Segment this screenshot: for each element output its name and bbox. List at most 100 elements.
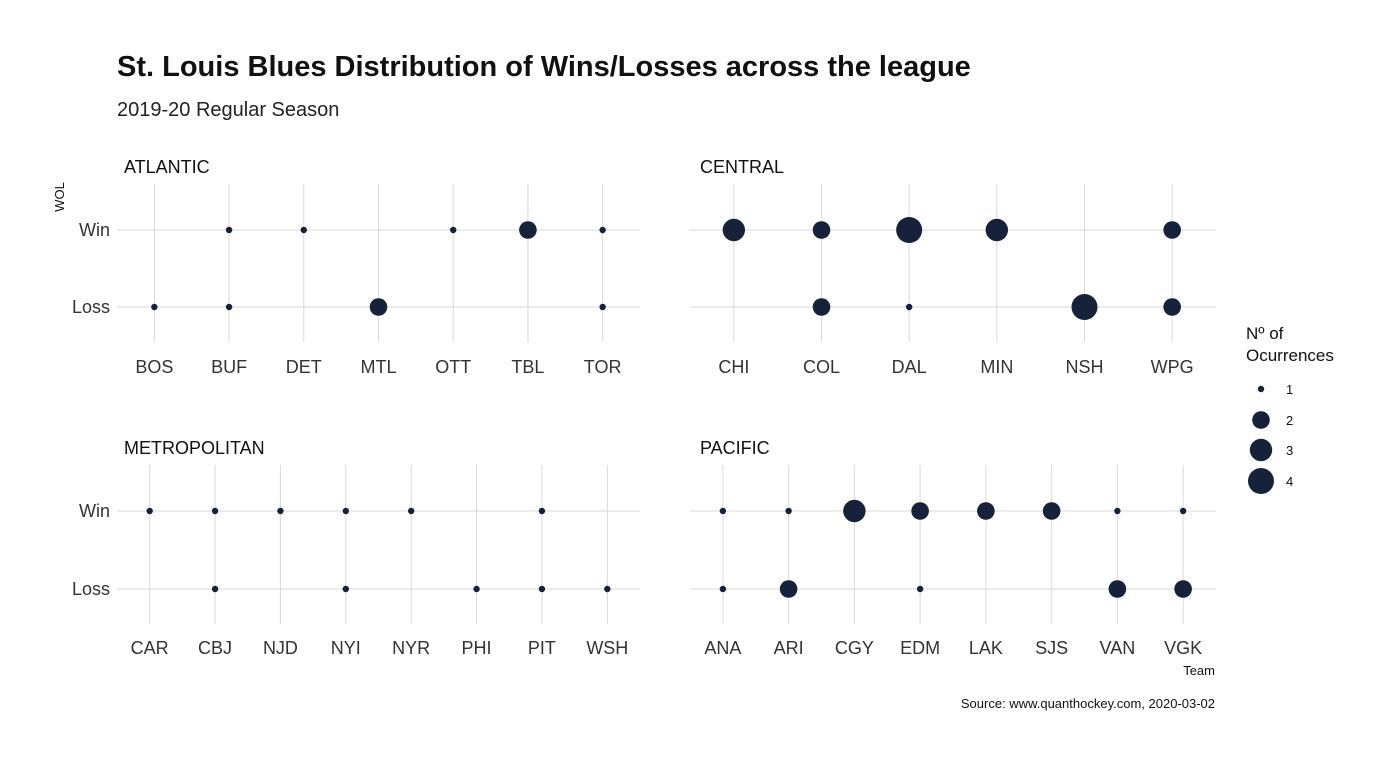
x-tick-label: CBJ [198,638,232,658]
facet-title: CENTRAL [700,157,784,177]
source-caption: Source: www.quanthockey.com, 2020-03-02 [961,696,1215,711]
y-tick-label: Loss [72,579,110,599]
point-tor-win [599,226,606,234]
x-tick-label: TBL [511,357,544,377]
point-min-win [985,218,1009,242]
point-cbj-loss [211,585,219,593]
point-pit-win [538,507,546,515]
legend-title: Ocurrences [1246,346,1334,365]
x-axis-title: Team [1183,663,1215,678]
facet-metropolitan: METROPOLITAN CAR CBJ NJD NYI NYR PHI PIT WSH Win L… [72,438,640,658]
point-edm-loss [916,585,924,593]
point-chi-win [722,218,746,242]
point-sjs-win [1042,502,1061,520]
x-tick-label: CGY [835,638,874,658]
legend-key-1 [1257,385,1265,393]
x-tick-label: CAR [131,638,169,658]
point-det-win [300,226,307,234]
point-mtl-loss [369,298,388,316]
x-tick-label: TOR [584,357,622,377]
y-tick-label: Win [79,501,110,521]
facet-title: METROPOLITAN [124,438,265,458]
legend-label: 4 [1286,474,1293,489]
point-ana-win [719,507,727,515]
point-ana-loss [719,585,727,593]
point-dal-win [896,217,923,243]
y-tick-label: Loss [72,297,110,317]
point-tbl-win [519,221,537,239]
x-tick-label: VGK [1164,638,1202,658]
point-wpg-win [1163,221,1181,239]
x-tick-label: NYR [392,638,430,658]
x-tick-label: DET [286,357,322,377]
point-col-loss [812,298,831,316]
y-tick-label: Win [79,220,110,240]
point-wsh-loss [604,585,611,593]
point-ott-win [450,226,457,234]
point-njd-win [277,507,284,515]
x-tick-label: PIT [528,638,556,658]
legend-label: 1 [1286,382,1293,397]
facet-title: ATLANTIC [124,157,210,177]
x-tick-label: BUF [211,357,247,377]
x-tick-label: ARI [774,638,804,658]
point-nsh-loss [1071,294,1098,320]
point-vgk-loss [1174,580,1192,598]
x-tick-label: SJS [1035,638,1068,658]
x-tick-label: WSH [586,638,628,658]
chart-title: St. Louis Blues Distribution of Wins/Los… [117,51,971,83]
facet-title: PACIFIC [700,438,770,458]
x-tick-label: COL [803,357,840,377]
legend-title: Nº of [1246,324,1284,343]
legend-label: 2 [1286,413,1293,428]
point-cbj-win [211,507,219,515]
point-cgy-win [843,499,866,523]
legend-key-3 [1249,438,1273,462]
point-lak-win [977,502,995,520]
point-pit-loss [538,585,546,593]
point-edm-win [911,502,929,520]
legend-label: 3 [1286,443,1293,458]
facet-panels: ATLANTIC BOS BUF DET MTL OTT TBL TOR Win Loss CENT… [72,157,1216,658]
point-ari-win [785,507,792,515]
x-tick-label: WPG [1151,357,1194,377]
x-tick-label: NJD [263,638,298,658]
x-tick-label: LAK [969,638,1003,658]
x-tick-label: NYI [331,638,361,658]
y-axis-title: WOL [52,182,67,212]
x-tick-label: VAN [1100,638,1136,658]
point-col-win [812,221,831,239]
facet-central: CENTRAL CHI COL DAL MIN NSH WPG [690,157,1216,377]
point-wpg-loss [1163,298,1181,316]
x-tick-label: BOS [135,357,173,377]
point-ari-loss [779,580,798,598]
x-tick-label: DAL [892,357,927,377]
point-car-win [146,507,153,515]
legend-key-4 [1248,468,1274,494]
x-tick-label: NSH [1065,357,1103,377]
chart-subtitle: 2019-20 Regular Season [117,99,339,121]
point-tor-loss [599,303,606,311]
facet-atlantic: ATLANTIC BOS BUF DET MTL OTT TBL TOR Win Loss [72,157,640,377]
point-buf-loss [225,303,233,311]
point-nyi-loss [342,585,350,593]
point-van-win [1114,507,1121,515]
x-tick-label: ANA [704,638,741,658]
size-legend: Nº of Ocurrences 1 2 3 4 [1246,324,1334,494]
x-tick-label: MIN [980,357,1013,377]
legend-key-2 [1252,411,1270,429]
point-phi-loss [473,585,480,593]
point-nyi-win [342,507,350,515]
facet-pacific: PACIFIC ANA ARI CGY EDM LAK SJS VAN VGK [690,438,1216,658]
point-bos-loss [151,303,158,311]
point-nyr-win [407,507,415,515]
x-tick-label: EDM [900,638,940,658]
point-vgk-win [1179,507,1187,515]
x-tick-label: PHI [462,638,492,658]
point-van-loss [1108,580,1127,598]
x-tick-label: MTL [361,357,397,377]
point-dal-loss [905,303,913,311]
x-tick-label: CHI [718,357,749,377]
point-buf-win [225,226,233,234]
